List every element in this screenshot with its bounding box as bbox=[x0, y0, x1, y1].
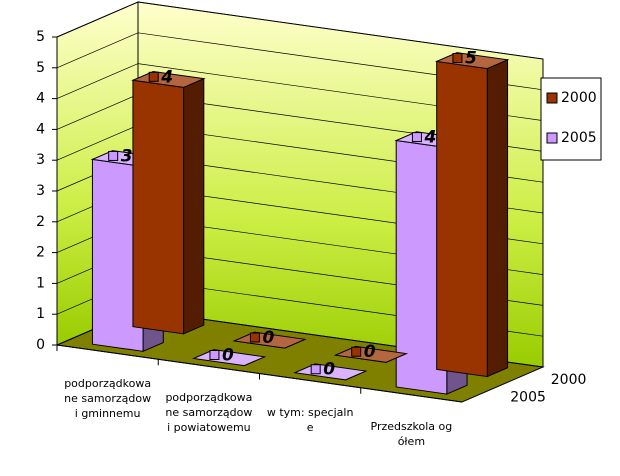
value-label: 4 bbox=[423, 128, 436, 148]
legend-box bbox=[540, 77, 602, 161]
x-tick-label: podporządkowane samorządowi gminnemu bbox=[64, 377, 152, 421]
bar-side bbox=[486, 59, 509, 378]
bar bbox=[131, 71, 206, 335]
value-label: 0 bbox=[323, 360, 335, 380]
value-label: 0 bbox=[222, 345, 234, 365]
y-tick-label: 4 bbox=[36, 121, 45, 137]
bar-side bbox=[183, 77, 205, 335]
y-tick-label: 3 bbox=[36, 152, 45, 168]
grid-line bbox=[56, 63, 544, 121]
legend-key bbox=[546, 132, 558, 144]
label-key bbox=[411, 132, 422, 143]
label-key bbox=[310, 364, 321, 375]
y-tick-label: 2 bbox=[36, 214, 45, 230]
x-tick-label: Przedszkola ogółem bbox=[370, 419, 453, 448]
bar-front bbox=[132, 79, 185, 335]
grid-line bbox=[56, 1, 544, 60]
legend-key bbox=[546, 92, 558, 104]
legend-label: 2005 bbox=[561, 130, 597, 146]
x-tick-label: w tym: specjalne bbox=[266, 405, 354, 434]
depth-label: 2005 bbox=[510, 389, 546, 405]
label-key bbox=[209, 349, 220, 360]
bar bbox=[434, 52, 510, 378]
marks: 3 0 0 4 2005 4 0 0 5 2000 bbox=[90, 48, 587, 405]
x-tick-label: podporządkowane samorządowi powiatowemu bbox=[165, 391, 253, 435]
y-tick-label: 3 bbox=[36, 183, 45, 199]
y-tick-label: 5 bbox=[36, 29, 45, 45]
legend-label: 2000 bbox=[561, 90, 597, 106]
y-tick-label: 0 bbox=[36, 337, 45, 353]
grid-line bbox=[56, 32, 544, 91]
label-key bbox=[351, 346, 362, 357]
label-key bbox=[452, 52, 463, 63]
label-key bbox=[108, 150, 119, 161]
value-label: 5 bbox=[465, 48, 477, 68]
depth-label: 2000 bbox=[551, 372, 587, 388]
value-label: 0 bbox=[262, 328, 274, 348]
value-label: 4 bbox=[160, 67, 173, 87]
y-tick-label: 2 bbox=[36, 245, 45, 261]
y-tick-label: 5 bbox=[36, 60, 45, 76]
label-key bbox=[249, 332, 260, 343]
y-tick-label: 1 bbox=[36, 306, 45, 322]
y-tick-label: 1 bbox=[36, 275, 45, 291]
value-label: 3 bbox=[121, 146, 133, 166]
value-label: 0 bbox=[364, 342, 376, 362]
label-key bbox=[148, 71, 159, 82]
bar-front bbox=[436, 60, 488, 378]
y-tick-label: 4 bbox=[36, 91, 45, 107]
